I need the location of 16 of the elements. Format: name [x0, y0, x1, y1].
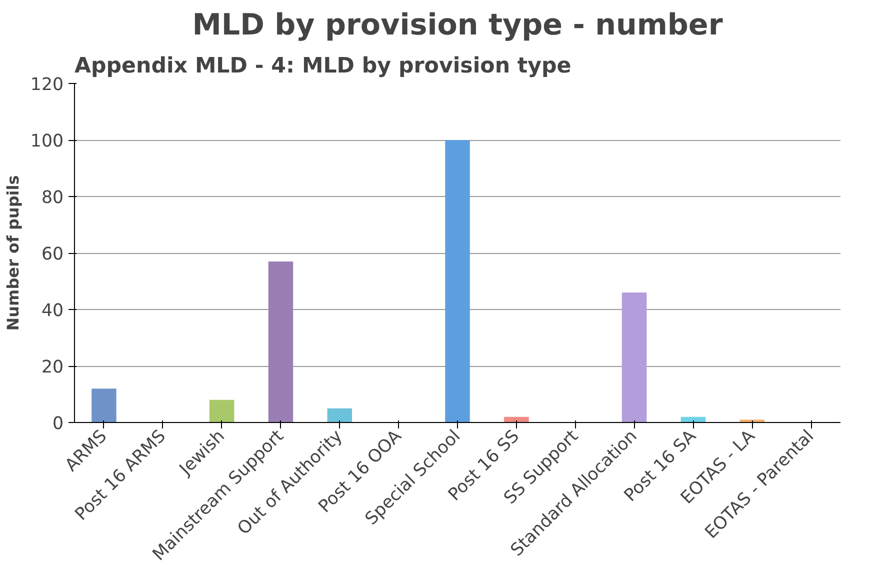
y-tick-label: 60: [41, 244, 64, 264]
bar: [327, 408, 352, 422]
bar: [445, 140, 470, 422]
y-axis-title: Number of pupils: [3, 175, 22, 331]
chart-title: MLD by provision type - number: [192, 8, 724, 42]
y-tick-label: 20: [41, 358, 64, 378]
y-tick-label: 0: [52, 414, 64, 434]
bar: [268, 261, 294, 422]
bar: [622, 292, 647, 422]
bar: [92, 388, 116, 422]
y-tick-label: 40: [41, 301, 64, 321]
y-tick-label: 100: [30, 132, 64, 152]
text: Appendix MLD - 4: MLD by provision type: [74, 54, 572, 78]
y-tick-label: 120: [30, 75, 64, 95]
y-tick-label: 80: [41, 188, 64, 208]
bar: [209, 400, 234, 422]
